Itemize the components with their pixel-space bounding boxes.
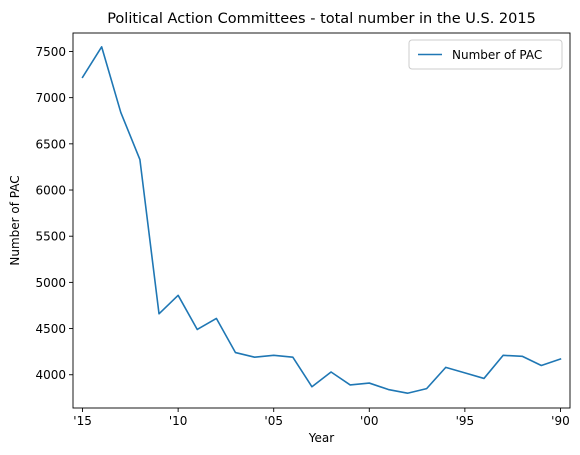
plot-frame <box>72 32 571 409</box>
plot-area: 4000 4500 5000 5500 6000 6500 7000 7500 '15 '10 '0… <box>35 32 571 428</box>
legend-entry-label: Number of PAC <box>452 48 542 62</box>
y-tick-label: 7500 <box>35 45 66 59</box>
x-tick-label: '15 <box>73 414 92 428</box>
legend-box <box>408 39 563 70</box>
y-axis-label: Number of PAC <box>8 175 22 265</box>
y-tick-label: 4500 <box>35 322 66 336</box>
y-tick-label: 5000 <box>35 276 66 290</box>
x-axis-label: Year <box>308 431 334 445</box>
chart-title: Political Action Committees - total numb… <box>107 11 536 27</box>
legend: Number of PAC <box>408 39 563 70</box>
y-tick-label: 4000 <box>35 368 66 382</box>
x-tick-label: '90 <box>551 414 570 428</box>
y-tick-label: 6500 <box>35 137 66 151</box>
x-tick-label: '05 <box>264 414 283 428</box>
y-tick-label: 6000 <box>35 184 66 198</box>
x-tick-label: '10 <box>169 414 188 428</box>
y-tick-label: 5500 <box>35 230 66 244</box>
y-tick-label: 7000 <box>35 91 66 105</box>
x-tick-label: '95 <box>456 414 475 428</box>
series-line <box>81 46 562 395</box>
x-tick-label: '00 <box>360 414 379 428</box>
